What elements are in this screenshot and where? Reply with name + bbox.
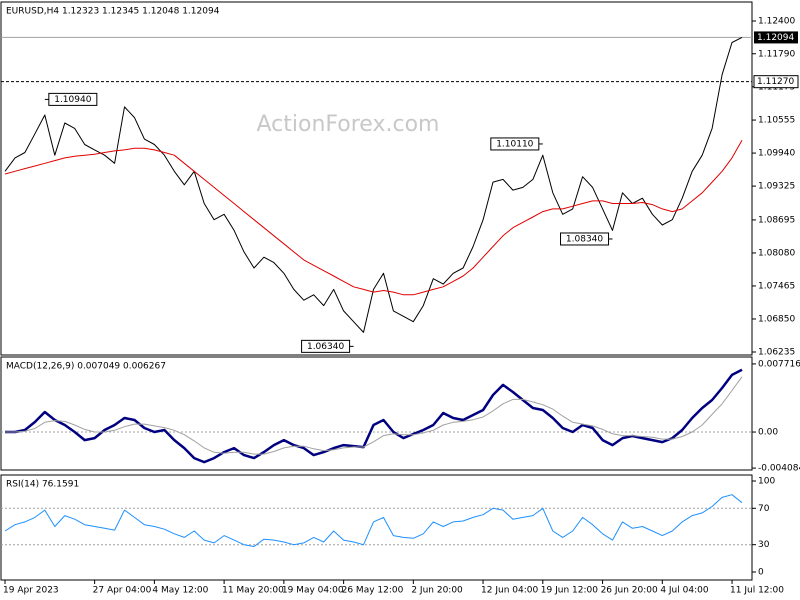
level-box (753, 75, 799, 89)
series-line (5, 376, 743, 455)
series-line (4, 494, 743, 547)
x-tick-label: 4 Jul 04:00 (660, 586, 709, 596)
series-line (4, 36, 743, 333)
series-line (5, 368, 743, 464)
last-price-label: 1.12094 (757, 33, 794, 43)
pane-border (0, 474, 753, 581)
x-tick-label: 11 Jul 12:00 (730, 586, 784, 596)
y-tick-label: 1.06235 (758, 347, 795, 357)
y-tick-label: 1.12400 (758, 17, 795, 27)
y-tick-label: 1.09325 (758, 182, 795, 192)
series-line (4, 139, 743, 296)
x-tick-label: 4 May 12:00 (152, 586, 208, 596)
y-tick-label: 1.08080 (758, 248, 795, 258)
x-tick-label: 19 Jun 12:00 (541, 586, 598, 596)
y-tick-label: 0 (758, 567, 764, 577)
y-tick-label: 100 (758, 477, 775, 487)
y-tick-label: 1.10555 (758, 116, 795, 126)
annotation-label: 1.10940 (54, 95, 91, 105)
y-tick-label: 70 (758, 504, 770, 514)
pane-title: RSI(14) 76.1591 (6, 480, 79, 490)
y-tick-label: 1.06850 (758, 314, 795, 324)
y-tick-label: 0.00 (758, 428, 778, 438)
annotation-box (490, 137, 540, 151)
annotation-box (48, 92, 98, 106)
watermark: ActionForex.com (257, 112, 440, 137)
y-tick-label: 1.09940 (758, 149, 795, 159)
y-tick-label: 1.11790 (758, 49, 795, 59)
x-tick-label: 19 May 04:00 (282, 586, 344, 596)
x-tick-label: 12 Jun 04:00 (481, 586, 538, 596)
pane-title: EURUSD,H4 1.12323 1.12345 1.12048 1.1209… (6, 7, 220, 17)
level-label: 1.11270 (757, 77, 794, 87)
y-tick-label: 30 (758, 540, 770, 550)
x-tick-label: 11 May 20:00 (222, 586, 284, 596)
pane-border (0, 356, 753, 471)
annotation-label: 1.10110 (496, 139, 533, 149)
y-tick-label: 0.007716 (758, 359, 800, 369)
pane-border (0, 1, 753, 356)
x-tick-label: 26 Jun 20:00 (601, 586, 658, 596)
last-price-box (754, 31, 798, 44)
annotation-box (301, 339, 351, 353)
pane-title: MACD(12,26,9) 0.007049 0.006267 (6, 362, 166, 372)
x-tick-label: 19 Apr 2023 (3, 586, 59, 596)
y-tick-label: -0.004084 (758, 464, 800, 474)
annotation-box (560, 232, 610, 246)
y-tick-label: 1.08695 (758, 215, 795, 225)
x-tick-label: 26 May 12:00 (342, 586, 404, 596)
annotation-label: 1.06340 (307, 342, 344, 352)
annotation-label: 1.08340 (566, 234, 603, 244)
x-tick-label: 2 Jun 20:00 (411, 586, 463, 596)
x-tick-label: 27 Apr 04:00 (93, 586, 152, 596)
y-tick-label: 1.07465 (758, 281, 795, 291)
